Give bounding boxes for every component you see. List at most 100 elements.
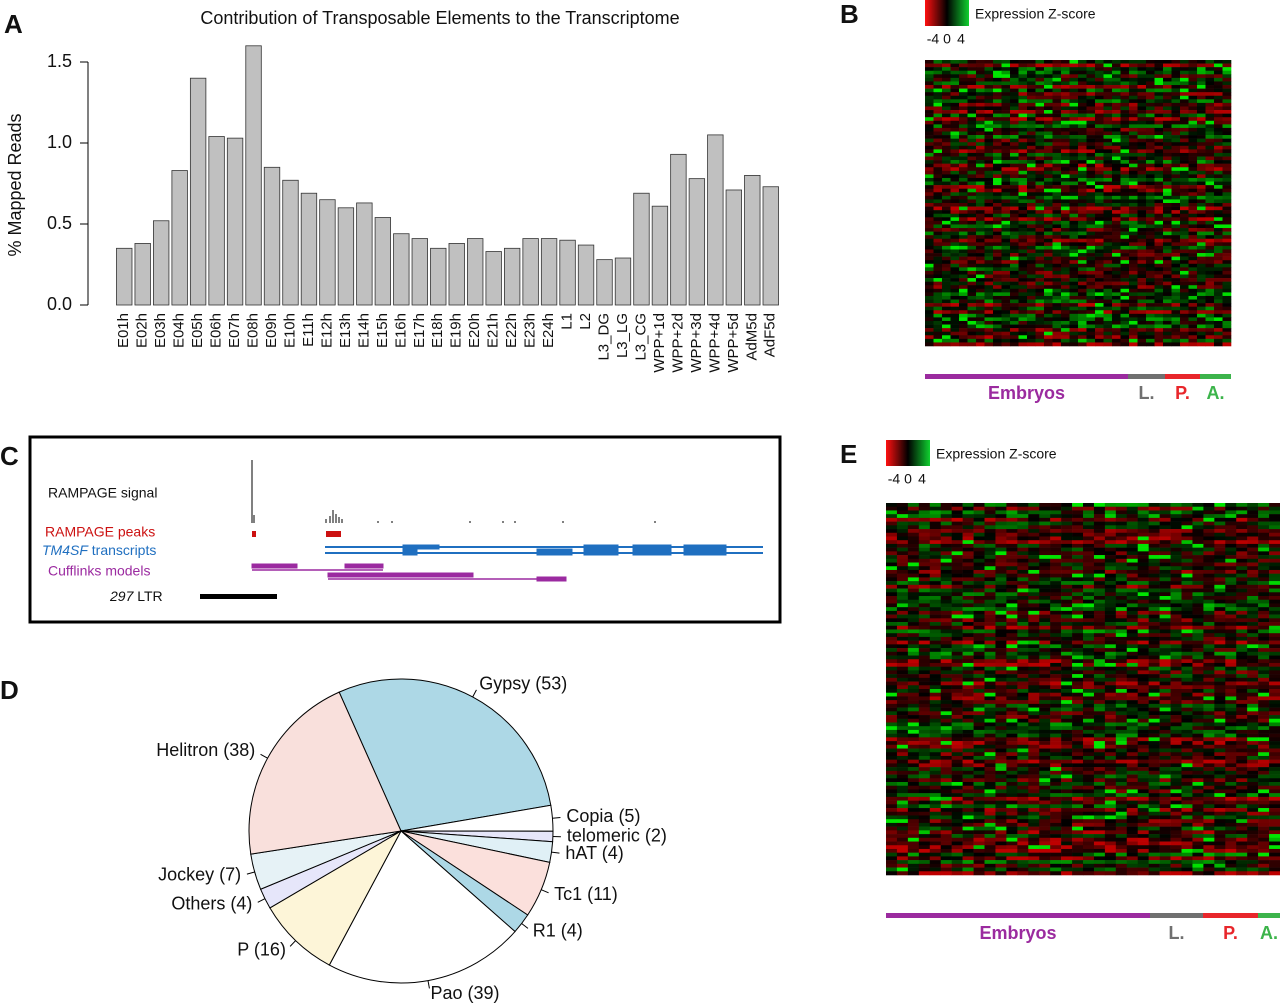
heatmap-cell bbox=[1192, 532, 1204, 537]
heatmap-cell bbox=[993, 220, 1002, 225]
heatmap-cell bbox=[1052, 170, 1062, 175]
heatmap-cell bbox=[1205, 70, 1215, 75]
heatmap-cell bbox=[1163, 299, 1172, 304]
heatmap-cell bbox=[1181, 517, 1193, 522]
heatmap-cell bbox=[1001, 217, 1011, 222]
heatmap-cell bbox=[993, 170, 1002, 175]
heatmap-cell bbox=[984, 622, 996, 627]
bar bbox=[226, 137, 244, 306]
heatmap-cell bbox=[1159, 677, 1171, 682]
heatmap-cell bbox=[886, 700, 898, 705]
heatmap-cell bbox=[1115, 540, 1128, 545]
heatmap-cell bbox=[1154, 274, 1164, 279]
heatmap-cell bbox=[1163, 342, 1172, 347]
heatmap-cell bbox=[1214, 235, 1223, 240]
heatmap-cell bbox=[1069, 278, 1079, 282]
heatmap-cell bbox=[1205, 295, 1215, 300]
heatmap-cell bbox=[933, 281, 943, 286]
heatmap-cell bbox=[1044, 335, 1053, 340]
heatmap-cell bbox=[1069, 288, 1079, 293]
heatmap-cell bbox=[993, 238, 1002, 243]
heatmap-cell bbox=[1044, 195, 1053, 200]
heatmap-cell bbox=[1148, 592, 1160, 597]
heatmap-cell bbox=[995, 662, 1007, 667]
heatmap-cell bbox=[1086, 288, 1096, 293]
heatmap-cell bbox=[1154, 270, 1164, 275]
heatmap-cell bbox=[925, 156, 934, 161]
heatmap-cell bbox=[984, 503, 996, 508]
heatmap-cell bbox=[1181, 592, 1193, 597]
heatmap-cell bbox=[1086, 185, 1096, 189]
heatmap-cell bbox=[1181, 581, 1193, 586]
y-tick-label: 1.0 bbox=[47, 132, 72, 152]
heatmap-cell bbox=[1017, 566, 1029, 571]
heatmap-cell bbox=[1027, 317, 1036, 322]
heatmap-cell bbox=[1104, 696, 1117, 701]
heatmap-cell bbox=[933, 149, 943, 154]
heatmap-cell bbox=[1214, 662, 1226, 667]
heatmap-cell bbox=[1159, 651, 1171, 656]
heatmap-cell bbox=[1115, 581, 1128, 586]
heatmap-cell bbox=[1192, 603, 1204, 608]
heatmap-cell bbox=[950, 238, 960, 243]
heatmap-cell bbox=[1180, 253, 1189, 257]
heatmap-cell bbox=[1205, 135, 1215, 139]
heatmap-cell bbox=[1137, 145, 1147, 150]
heatmap-cell bbox=[967, 192, 977, 197]
heatmap-cell bbox=[1095, 306, 1104, 311]
heatmap-cell bbox=[925, 142, 934, 147]
heatmap-cell bbox=[1225, 681, 1237, 686]
heatmap-cell bbox=[959, 181, 968, 186]
heatmap-cell bbox=[984, 70, 994, 75]
bar bbox=[134, 243, 151, 306]
heatmap-cell bbox=[1044, 260, 1053, 265]
heatmap-cell bbox=[1129, 288, 1138, 293]
heatmap-cell bbox=[1225, 543, 1237, 548]
heatmap-cell bbox=[984, 149, 994, 154]
heatmap-cell bbox=[1039, 547, 1051, 552]
heatmap-cell bbox=[1197, 310, 1206, 315]
heatmap-cell bbox=[1115, 610, 1128, 615]
heatmap-cell bbox=[973, 514, 985, 519]
heatmap-cell bbox=[1072, 569, 1084, 574]
heatmap-cell bbox=[1017, 681, 1029, 686]
heatmap-cell bbox=[1171, 152, 1181, 157]
heatmap-cell bbox=[951, 569, 963, 574]
heatmap-cell bbox=[1148, 685, 1160, 690]
heatmap-cell bbox=[1225, 540, 1237, 545]
heatmap-cell bbox=[1214, 295, 1223, 300]
heatmap-cell bbox=[1171, 127, 1181, 132]
heatmap-cell bbox=[1072, 577, 1084, 582]
heatmap-cell bbox=[933, 217, 943, 222]
heatmap-cell bbox=[1028, 689, 1040, 694]
heatmap-cell bbox=[1001, 288, 1011, 293]
heatmap-cell bbox=[1146, 74, 1155, 79]
heatmap-cell bbox=[1069, 195, 1079, 200]
heatmap-cell bbox=[1078, 213, 1087, 218]
heatmap-cell bbox=[1171, 181, 1181, 186]
heatmap-cell bbox=[984, 599, 996, 604]
heatmap-cell bbox=[1061, 703, 1073, 708]
heatmap-cell bbox=[1052, 142, 1062, 147]
heatmap-cell bbox=[1188, 281, 1198, 286]
heatmap-cell bbox=[1093, 633, 1106, 638]
heatmap-cell bbox=[1001, 177, 1011, 182]
heatmap-cell bbox=[1078, 142, 1087, 147]
heatmap-cell bbox=[1269, 633, 1280, 638]
heatmap-cell bbox=[933, 267, 943, 272]
heatmap-cell bbox=[1010, 117, 1019, 122]
heatmap-cell bbox=[1086, 245, 1096, 250]
heatmap-cell bbox=[993, 60, 1002, 64]
heatmap-cell bbox=[1214, 149, 1223, 154]
heatmap-cell bbox=[1083, 540, 1095, 545]
heatmap-cell bbox=[1137, 177, 1147, 182]
heatmap-cell bbox=[1095, 231, 1104, 236]
heatmap-cell bbox=[1103, 324, 1113, 329]
heatmap-cell bbox=[929, 588, 942, 593]
heatmap-cell bbox=[995, 607, 1007, 612]
heatmap-cell bbox=[1010, 210, 1019, 215]
heatmap-cell bbox=[1069, 199, 1079, 204]
scale-label: 0 bbox=[943, 31, 951, 47]
heatmap-cell bbox=[1093, 700, 1106, 705]
heatmap-cell bbox=[1159, 662, 1171, 667]
